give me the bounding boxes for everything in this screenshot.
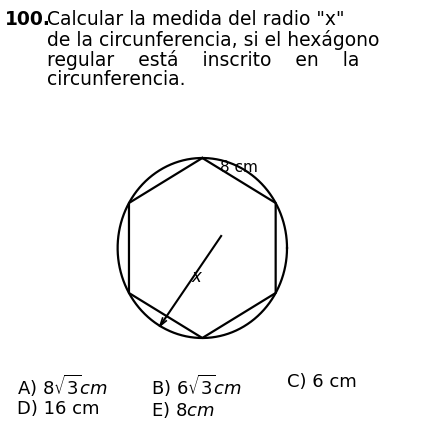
Text: C) 6 cm: C) 6 cm [287,373,357,391]
Text: A) $8\sqrt{3}cm$: A) $8\sqrt{3}cm$ [17,373,108,399]
Text: Calcular la medida del radio "x": Calcular la medida del radio "x" [47,10,344,29]
Text: circunferencia.: circunferencia. [47,70,186,89]
Text: E) $8cm$: E) $8cm$ [150,400,214,420]
Text: regular    está    inscrito    en    la: regular está inscrito en la [47,50,360,70]
Text: x: x [191,268,201,286]
Text: 100.: 100. [5,10,51,29]
Text: B) $6\sqrt{3}cm$: B) $6\sqrt{3}cm$ [150,373,242,399]
Text: D) 16 cm: D) 16 cm [17,400,99,418]
Text: 8 cm: 8 cm [220,160,258,175]
Text: de la circunferencia, si el hexágono: de la circunferencia, si el hexágono [47,30,380,50]
